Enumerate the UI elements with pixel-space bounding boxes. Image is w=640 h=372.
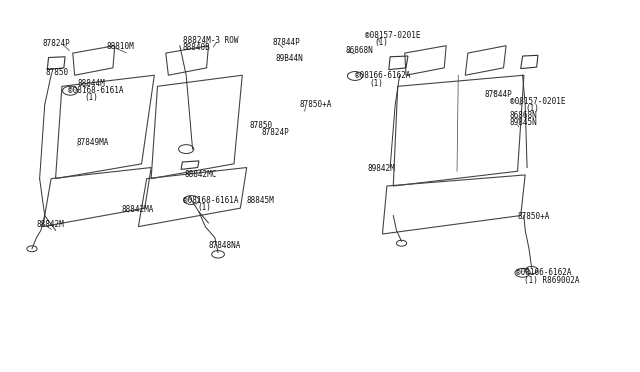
Text: ®08168-6161A: ®08168-6161A bbox=[68, 86, 124, 95]
Text: (1): (1) bbox=[525, 104, 539, 113]
Text: 87849MA: 87849MA bbox=[77, 138, 109, 147]
Text: ®08166-6162A: ®08166-6162A bbox=[355, 71, 410, 80]
Text: (1): (1) bbox=[374, 38, 388, 47]
Text: 89B44N: 89B44N bbox=[275, 54, 303, 63]
Text: 87850+A: 87850+A bbox=[518, 212, 550, 221]
Text: 87844P: 87844P bbox=[272, 38, 300, 46]
Text: 88810M: 88810M bbox=[106, 42, 134, 51]
Text: 87824P: 87824P bbox=[261, 128, 289, 137]
Text: (1) R869002A: (1) R869002A bbox=[524, 276, 579, 285]
Text: 88824M-3 ROW: 88824M-3 ROW bbox=[183, 36, 239, 45]
Text: (1): (1) bbox=[84, 93, 98, 102]
Text: 87824P: 87824P bbox=[43, 39, 70, 48]
Text: 88840B: 88840B bbox=[183, 43, 211, 52]
Text: 86868N: 86868N bbox=[510, 110, 538, 120]
Text: 88845M: 88845M bbox=[246, 196, 275, 205]
Text: 89842M: 89842M bbox=[368, 164, 396, 173]
Text: 87848NA: 87848NA bbox=[209, 241, 241, 250]
Text: ®08157-0201E: ®08157-0201E bbox=[365, 31, 420, 40]
Text: 88844M: 88844M bbox=[78, 79, 106, 88]
Text: ®08157-0201E: ®08157-0201E bbox=[510, 97, 565, 106]
Text: 87844P: 87844P bbox=[484, 90, 512, 99]
Text: ®08166-6162A: ®08166-6162A bbox=[516, 268, 572, 277]
Text: 86868N: 86868N bbox=[346, 46, 373, 55]
Text: 88842MC: 88842MC bbox=[185, 170, 218, 179]
Text: 89845N: 89845N bbox=[510, 118, 538, 127]
Text: 88842M: 88842M bbox=[36, 220, 64, 229]
Text: ®08168-6161A: ®08168-6161A bbox=[183, 196, 239, 205]
Text: 88842MA: 88842MA bbox=[121, 205, 154, 215]
Text: (1): (1) bbox=[198, 203, 212, 212]
Text: (1): (1) bbox=[370, 79, 383, 88]
Text: 87850+A: 87850+A bbox=[300, 100, 332, 109]
Text: 87850: 87850 bbox=[250, 121, 273, 129]
Text: 87850: 87850 bbox=[46, 68, 69, 77]
